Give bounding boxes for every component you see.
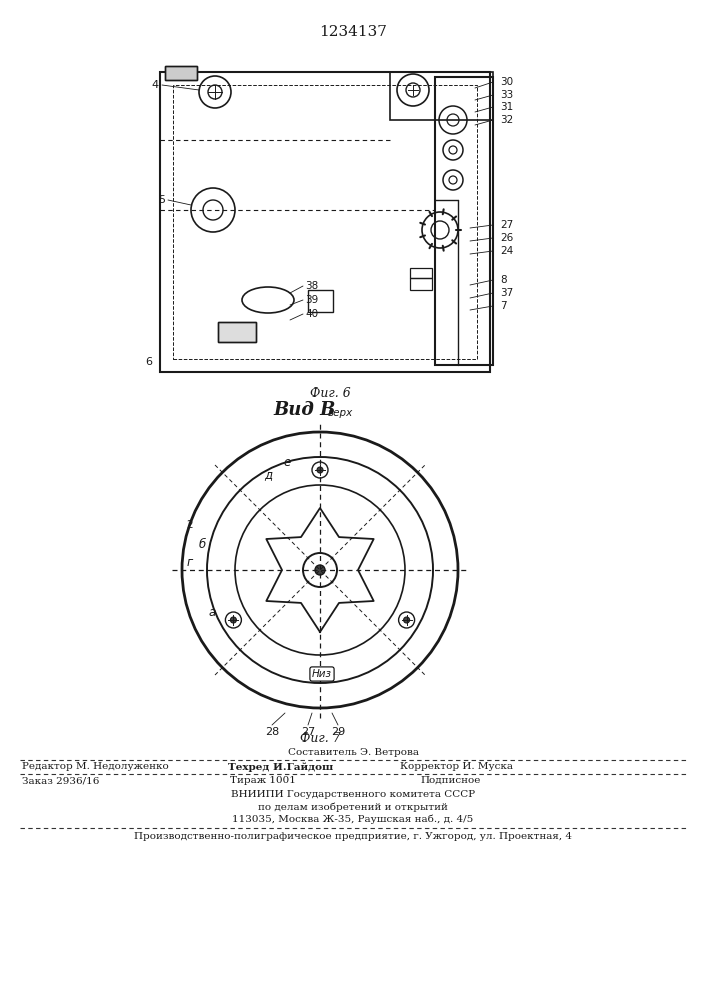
Text: 6: 6	[145, 357, 152, 367]
Text: Подписное: Подписное	[420, 776, 480, 785]
Bar	[173, 85, 477, 359]
Text: а: а	[209, 605, 216, 618]
Bar	[165, 66, 197, 80]
Circle shape	[230, 617, 236, 623]
Text: д: д	[264, 468, 272, 482]
Bar	[308, 290, 333, 312]
Bar	[390, 72, 493, 120]
Text: по делам изобретений и открытий: по делам изобретений и открытий	[258, 802, 448, 812]
Text: 33: 33	[500, 90, 513, 100]
Text: Производственно-полиграфическое предприятие, г. Ужгород, ул. Проектная, 4: Производственно-полиграфическое предприя…	[134, 832, 572, 841]
Text: 29: 29	[331, 727, 345, 737]
Text: 4: 4	[151, 80, 158, 90]
Text: 30: 30	[500, 77, 513, 87]
Text: 7: 7	[500, 301, 507, 311]
Text: 8: 8	[500, 275, 507, 285]
Text: 38: 38	[305, 281, 318, 291]
Text: г: г	[187, 556, 193, 568]
Bar	[218, 322, 256, 342]
Bar	[435, 77, 493, 365]
Text: Составитель Э. Ветрова: Составитель Э. Ветрова	[288, 748, 419, 757]
Text: Низ: Низ	[312, 669, 332, 679]
Bar	[410, 278, 432, 290]
Text: 5: 5	[158, 195, 165, 205]
Text: 32: 32	[500, 115, 513, 125]
Text: Заказ 2936/16: Заказ 2936/16	[22, 776, 100, 785]
Text: 113035, Москва Ж-35, Раушская наб., д. 4/5: 113035, Москва Ж-35, Раушская наб., д. 4…	[233, 814, 474, 824]
Text: ВНИИПИ Государственного комитета СССР: ВНИИПИ Государственного комитета СССР	[231, 790, 475, 799]
Circle shape	[317, 467, 323, 473]
Text: Редактор М. Недолуженко: Редактор М. Недолуженко	[22, 762, 169, 771]
Circle shape	[315, 565, 325, 575]
Text: 27: 27	[301, 727, 315, 737]
Text: Фиг. 6: Фиг. 6	[310, 387, 351, 400]
Bar	[218, 322, 256, 342]
Text: Техред И.Гайдош: Техред И.Гайдош	[228, 762, 333, 772]
Bar	[410, 268, 432, 278]
Text: 1234137: 1234137	[319, 25, 387, 39]
Text: Корректор И. Муска: Корректор И. Муска	[400, 762, 513, 771]
Text: б: б	[199, 538, 206, 552]
Bar	[160, 72, 490, 372]
Circle shape	[404, 617, 409, 623]
Text: 37: 37	[500, 288, 513, 298]
Bar	[165, 66, 197, 80]
Text: Тираж 1001: Тираж 1001	[230, 776, 296, 785]
Text: 40: 40	[305, 309, 318, 319]
Text: 2: 2	[187, 520, 193, 530]
Text: 28: 28	[265, 727, 279, 737]
Text: верх: верх	[328, 408, 354, 418]
Text: 39: 39	[305, 295, 318, 305]
Text: Вид В: Вид В	[274, 401, 337, 419]
Text: 26: 26	[500, 233, 513, 243]
Text: е: е	[284, 456, 291, 470]
Text: 24: 24	[500, 246, 513, 256]
Text: Фиг. 7: Фиг. 7	[300, 732, 340, 745]
Text: 31: 31	[500, 102, 513, 112]
Text: 27: 27	[500, 220, 513, 230]
